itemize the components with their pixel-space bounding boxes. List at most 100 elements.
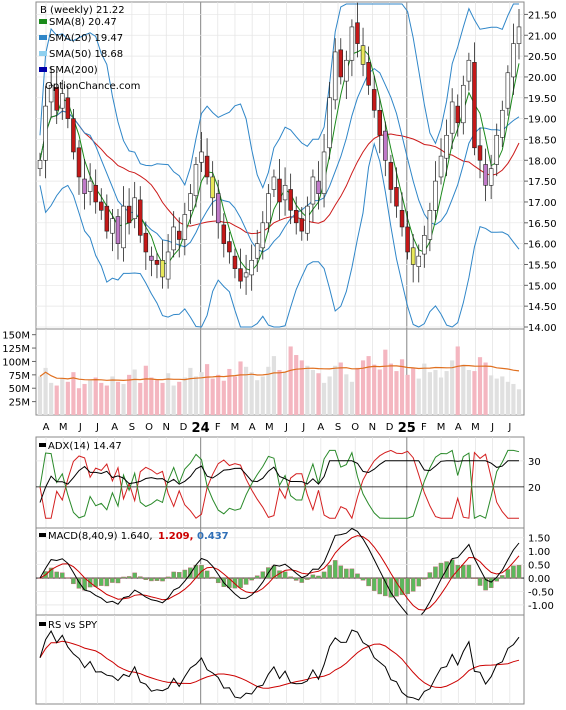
candle-body: [271, 176, 277, 190]
macd-histogram-bar: [37, 577, 43, 579]
candle-body: [260, 222, 266, 249]
macd-histogram-bar: [160, 577, 165, 582]
volume-bar: [461, 364, 466, 415]
adx-panel: 30 20 ADX(14) 14.47: [35, 436, 541, 529]
macd-histogram-bar: [48, 567, 54, 579]
volume-bar: [466, 370, 471, 415]
month-label: J: [490, 422, 494, 433]
macd-histogram-bar: [232, 577, 238, 589]
macd-histogram-bar: [76, 577, 82, 589]
price-tick-label: 14.00: [528, 323, 557, 334]
volume-bar: [327, 376, 332, 415]
volume-bar: [216, 374, 221, 415]
bollinger-lower-line: [39, 141, 520, 328]
candle-body: [466, 59, 472, 82]
candle-body: [115, 216, 121, 244]
price-candles: [37, 2, 522, 295]
sma20-line: [39, 67, 520, 253]
volume-bar: [405, 374, 410, 415]
macd-histogram-bar: [332, 560, 338, 579]
sma50-line: [39, 110, 520, 235]
candle-body: [193, 164, 199, 197]
candle-body: [282, 184, 288, 201]
month-label: 24: [192, 421, 210, 436]
price-tick-label: 21.50: [528, 10, 557, 21]
volume-bar: [238, 361, 243, 415]
candle-body: [299, 218, 305, 232]
macd-histogram-value: 0.437: [197, 531, 229, 542]
candle-body: [210, 176, 215, 199]
macd-histogram-bar: [371, 577, 377, 591]
macd-panel: 1.50 1.00 0.50 0.00 -0.50 -1.00 MACD(8,40,9) …: [35, 527, 554, 620]
macd-histogram-bar: [410, 577, 416, 592]
volume-bar: [49, 382, 54, 415]
volume-bar: [43, 367, 48, 415]
macd-histogram-bar: [243, 577, 249, 585]
volume-bar: [316, 373, 321, 415]
volume-bar: [99, 382, 104, 415]
macd-histogram-bar: [176, 572, 182, 579]
volume-bar: [288, 346, 293, 415]
macd-histogram-bar: [338, 565, 344, 579]
candle-body: [288, 189, 293, 211]
macd-tick-label: 1.50: [528, 534, 550, 545]
candle-body: [477, 145, 483, 161]
candle-body: [327, 97, 332, 149]
macd-histogram-bar: [121, 576, 126, 579]
macd-histogram-bar: [433, 566, 438, 579]
macd-histogram-bar: [227, 577, 232, 588]
price-panel: 21.50 21.00 20.50 20.00 19.50 19.00 18.50 18.00…: [35, 1, 557, 334]
macd-histogram-bar: [288, 576, 293, 579]
macd-line: [39, 527, 520, 620]
candle-body: [483, 164, 488, 186]
candle-body: [37, 159, 43, 169]
candle-body: [126, 205, 132, 224]
candle-body: [266, 193, 271, 224]
macd-tick-label: -0.50: [528, 587, 554, 598]
candle-body: [438, 155, 444, 178]
volume-bar: [205, 364, 210, 415]
candle-body: [394, 187, 399, 207]
volume-bar: [171, 385, 176, 415]
volume-bar: [366, 356, 371, 415]
volume-bar: [132, 369, 137, 415]
rs-line: [39, 629, 520, 701]
macd-histogram-bar: [143, 577, 149, 580]
candle-body: [232, 255, 238, 269]
candle-body: [43, 105, 48, 161]
month-label: A: [43, 422, 50, 433]
adx-line: [39, 460, 519, 503]
price-tick-label: 14.50: [528, 302, 557, 313]
volume-bar: [455, 346, 460, 415]
macd-histogram-bar: [344, 568, 349, 579]
volume-bar: [115, 381, 121, 415]
macd-title: MACD(8,40,9) 1.640,: [48, 531, 153, 542]
volume-bar: [166, 373, 171, 415]
macd-histogram-bar: [399, 577, 405, 596]
macd-histogram-bar: [182, 569, 188, 579]
macd-histogram-bar: [98, 577, 104, 586]
volume-bar: [450, 360, 455, 415]
candle-body: [132, 197, 137, 219]
macd-tick-label: 0.00: [528, 574, 550, 585]
adx-tick-label: 30: [528, 457, 541, 468]
legend-sma200: SMA(200): [49, 65, 98, 76]
macd-histogram-bar: [405, 577, 410, 595]
candle-body: [65, 97, 71, 119]
candle-body: [488, 168, 494, 186]
candle-body: [93, 184, 98, 203]
candle-body: [455, 105, 460, 124]
macd-histogram-bar: [516, 565, 522, 579]
volume-bar: [154, 380, 160, 415]
volume-bar: [299, 360, 304, 415]
volume-y-axis: 150M 125M 100M 75M 50M 25M: [2, 331, 36, 409]
candle-body: [71, 118, 76, 153]
volume-bar: [232, 376, 238, 415]
volume-bar: [93, 377, 98, 415]
volume-tick-label: 75M: [9, 371, 30, 382]
candle-body: [344, 59, 349, 82]
candle-body: [199, 151, 204, 163]
price-tick-label: 20.00: [528, 73, 557, 84]
candle-body: [176, 230, 182, 240]
